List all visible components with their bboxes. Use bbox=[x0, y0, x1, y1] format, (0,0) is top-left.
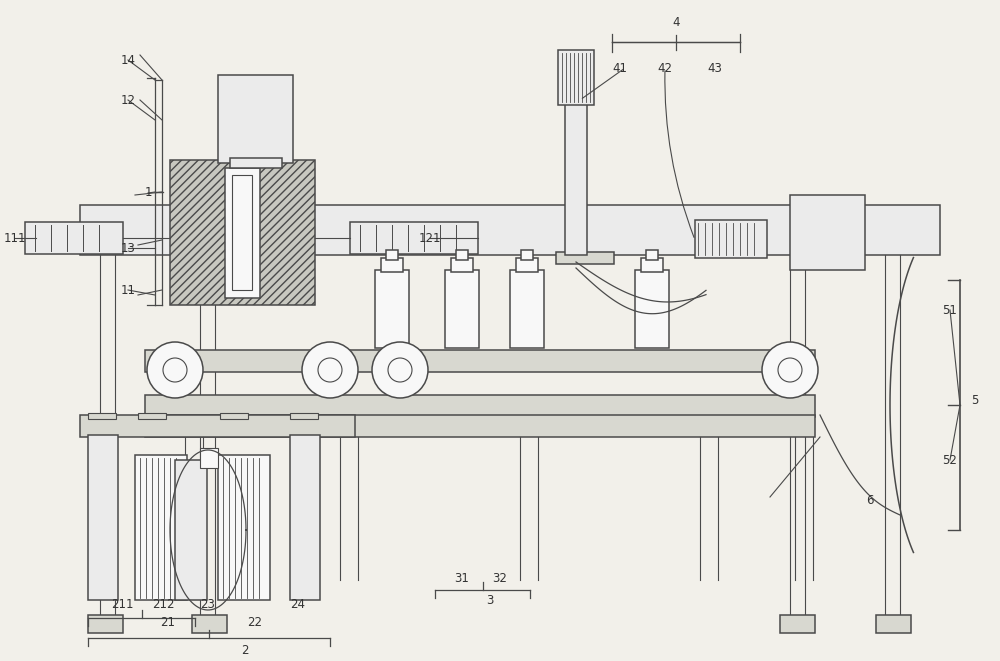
Bar bbox=[200, 448, 218, 468]
Bar bbox=[386, 250, 398, 260]
Bar bbox=[635, 270, 669, 348]
Bar bbox=[218, 75, 293, 163]
Text: 1: 1 bbox=[144, 186, 152, 200]
Bar bbox=[641, 258, 663, 272]
Text: 13: 13 bbox=[121, 241, 135, 254]
Circle shape bbox=[302, 342, 358, 398]
Bar bbox=[232, 175, 252, 290]
Circle shape bbox=[318, 358, 342, 382]
Bar bbox=[25, 222, 123, 254]
Bar bbox=[230, 158, 282, 168]
Circle shape bbox=[388, 358, 412, 382]
Bar bbox=[451, 258, 473, 272]
Text: 41: 41 bbox=[612, 61, 628, 75]
Text: 31: 31 bbox=[455, 572, 469, 584]
Bar bbox=[88, 435, 118, 600]
Bar bbox=[138, 413, 166, 419]
Circle shape bbox=[762, 342, 818, 398]
Bar bbox=[350, 222, 478, 254]
Bar bbox=[80, 205, 940, 255]
Text: 51: 51 bbox=[943, 303, 957, 317]
Text: 22: 22 bbox=[248, 615, 262, 629]
Bar bbox=[565, 100, 587, 255]
Circle shape bbox=[372, 342, 428, 398]
Text: 212: 212 bbox=[152, 598, 174, 611]
Bar bbox=[135, 455, 187, 600]
Bar bbox=[220, 413, 248, 419]
Bar bbox=[145, 395, 815, 417]
Text: 23: 23 bbox=[201, 598, 215, 611]
Bar bbox=[516, 258, 538, 272]
Bar bbox=[290, 435, 320, 600]
Bar bbox=[445, 270, 479, 348]
Bar bbox=[218, 455, 270, 600]
Bar bbox=[556, 252, 614, 264]
Text: 6: 6 bbox=[866, 494, 874, 506]
Circle shape bbox=[147, 342, 203, 398]
Text: 42: 42 bbox=[658, 61, 672, 75]
Circle shape bbox=[163, 358, 187, 382]
Text: 32: 32 bbox=[493, 572, 507, 584]
Text: 3: 3 bbox=[486, 594, 494, 607]
Bar bbox=[456, 250, 468, 260]
Text: 24: 24 bbox=[290, 598, 306, 611]
Bar bbox=[145, 415, 815, 437]
Bar bbox=[170, 160, 315, 305]
Text: 52: 52 bbox=[943, 453, 957, 467]
Text: 121: 121 bbox=[419, 231, 441, 245]
Bar bbox=[80, 415, 355, 437]
Text: 21: 21 bbox=[160, 615, 176, 629]
Bar bbox=[225, 168, 260, 298]
Bar bbox=[558, 50, 594, 105]
Bar bbox=[175, 460, 207, 600]
Text: 111: 111 bbox=[4, 231, 26, 245]
Bar bbox=[510, 270, 544, 348]
Text: 43: 43 bbox=[708, 61, 722, 75]
Text: 11: 11 bbox=[120, 284, 136, 297]
Bar bbox=[145, 350, 815, 372]
Text: 211: 211 bbox=[111, 598, 133, 611]
Text: 14: 14 bbox=[120, 54, 136, 67]
Bar bbox=[695, 220, 767, 258]
Bar bbox=[375, 270, 409, 348]
Bar bbox=[780, 615, 815, 633]
Bar bbox=[88, 413, 116, 419]
Bar bbox=[646, 250, 658, 260]
Bar bbox=[381, 258, 403, 272]
Text: 5: 5 bbox=[971, 393, 979, 407]
Bar bbox=[192, 615, 227, 633]
Bar bbox=[876, 615, 911, 633]
Circle shape bbox=[778, 358, 802, 382]
Bar bbox=[88, 615, 123, 633]
Text: 4: 4 bbox=[672, 15, 680, 28]
Text: 2: 2 bbox=[241, 644, 249, 656]
Bar bbox=[521, 250, 533, 260]
Bar bbox=[790, 195, 865, 270]
Bar bbox=[290, 413, 318, 419]
Text: 12: 12 bbox=[120, 93, 136, 106]
